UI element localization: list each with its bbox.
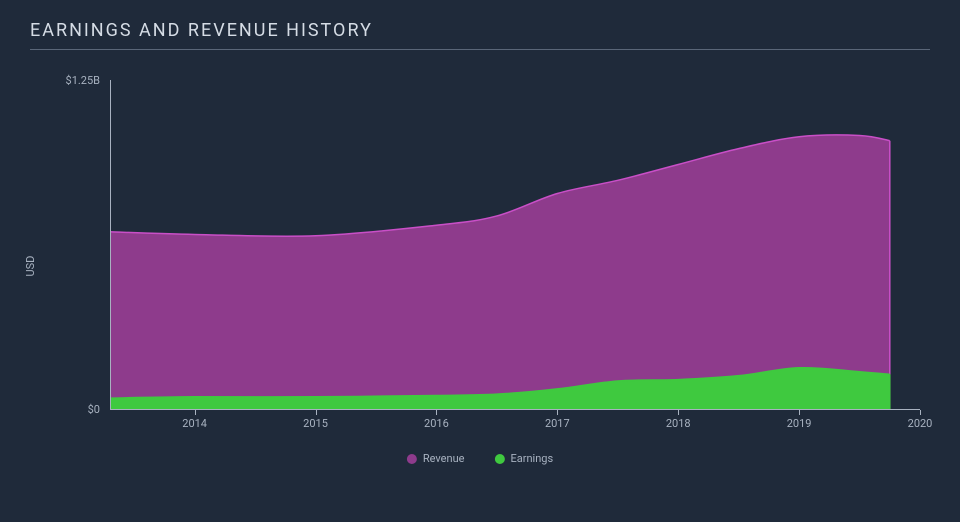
area-chart-svg: [110, 80, 920, 410]
x-tick-2016: 2016: [424, 417, 449, 430]
legend-swatch-revenue: [407, 454, 417, 464]
y-tick-top: $1.25B: [40, 74, 100, 87]
x-tick-mark-2019: [799, 410, 800, 415]
x-tick-mark-2016: [436, 410, 437, 415]
x-tick-2018: 2018: [666, 417, 691, 430]
x-tick-mark-2020: [920, 410, 921, 415]
x-tick-mark-2018: [678, 410, 679, 415]
x-tick-2014: 2014: [182, 417, 207, 430]
plot-area: 2014201520162017201820192020: [110, 80, 920, 410]
chart-container: EARNINGS AND REVENUE HISTORY USD $1.25B …: [0, 0, 960, 522]
legend-swatch-earnings: [494, 454, 504, 464]
x-tick-mark-2015: [316, 410, 317, 415]
y-axis-line: [110, 80, 111, 410]
x-tick-2017: 2017: [545, 417, 570, 430]
legend-item-earnings: Earnings: [494, 452, 553, 465]
legend-label-earnings: Earnings: [510, 452, 553, 465]
x-tick-2020: 2020: [908, 417, 933, 430]
y-tick-bottom: $0: [40, 403, 100, 416]
y-axis-label: USD: [24, 256, 37, 277]
x-tick-mark-2017: [557, 410, 558, 415]
x-tick-2019: 2019: [787, 417, 812, 430]
legend-item-revenue: Revenue: [407, 452, 465, 465]
legend: Revenue Earnings: [407, 452, 553, 465]
chart-title: EARNINGS AND REVENUE HISTORY: [30, 20, 930, 50]
x-tick-mark-2014: [195, 410, 196, 415]
legend-label-revenue: Revenue: [423, 452, 465, 465]
chart-wrap: USD $1.25B $0 20142015201620172018201920…: [30, 70, 930, 470]
x-tick-2015: 2015: [303, 417, 328, 430]
